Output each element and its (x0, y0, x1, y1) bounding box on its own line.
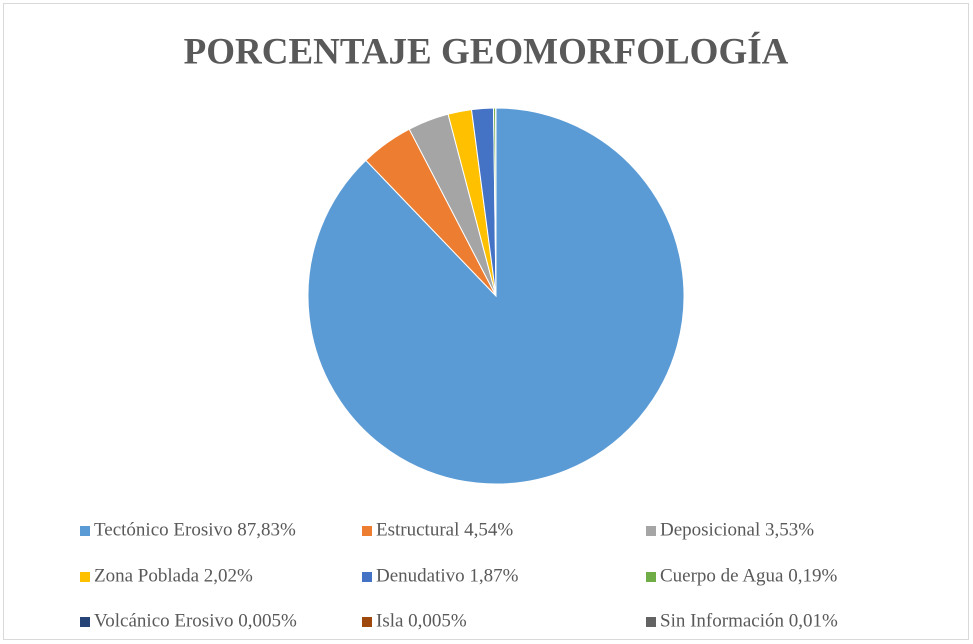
legend-label: Deposicional 3,53% (660, 519, 814, 540)
legend-swatch (80, 526, 90, 536)
legend-swatch (80, 617, 90, 627)
legend-label: Denudativo 1,87% (376, 565, 519, 586)
legend-swatch (646, 617, 656, 627)
legend-label: Isla 0,005% (376, 610, 467, 631)
legend-swatch (362, 617, 372, 627)
legend-label: Cuerpo de Agua 0,19% (660, 565, 837, 586)
legend-swatch (646, 526, 656, 536)
legend-swatch (646, 572, 656, 582)
legend-swatch (362, 526, 372, 536)
legend-label: Volcánico Erosivo 0,005% (94, 610, 297, 631)
legend-label: Zona Poblada 2,02% (94, 565, 253, 586)
chart-title: PORCENTAJE GEOMORFOLOGÍA (184, 30, 789, 72)
legend-label: Tectónico Erosivo 87,83% (94, 519, 296, 540)
legend-swatch (80, 572, 90, 582)
legend-swatch (362, 572, 372, 582)
legend-label: Estructural 4,54% (376, 519, 513, 540)
legend-label: Sin Información 0,01% (660, 610, 838, 631)
